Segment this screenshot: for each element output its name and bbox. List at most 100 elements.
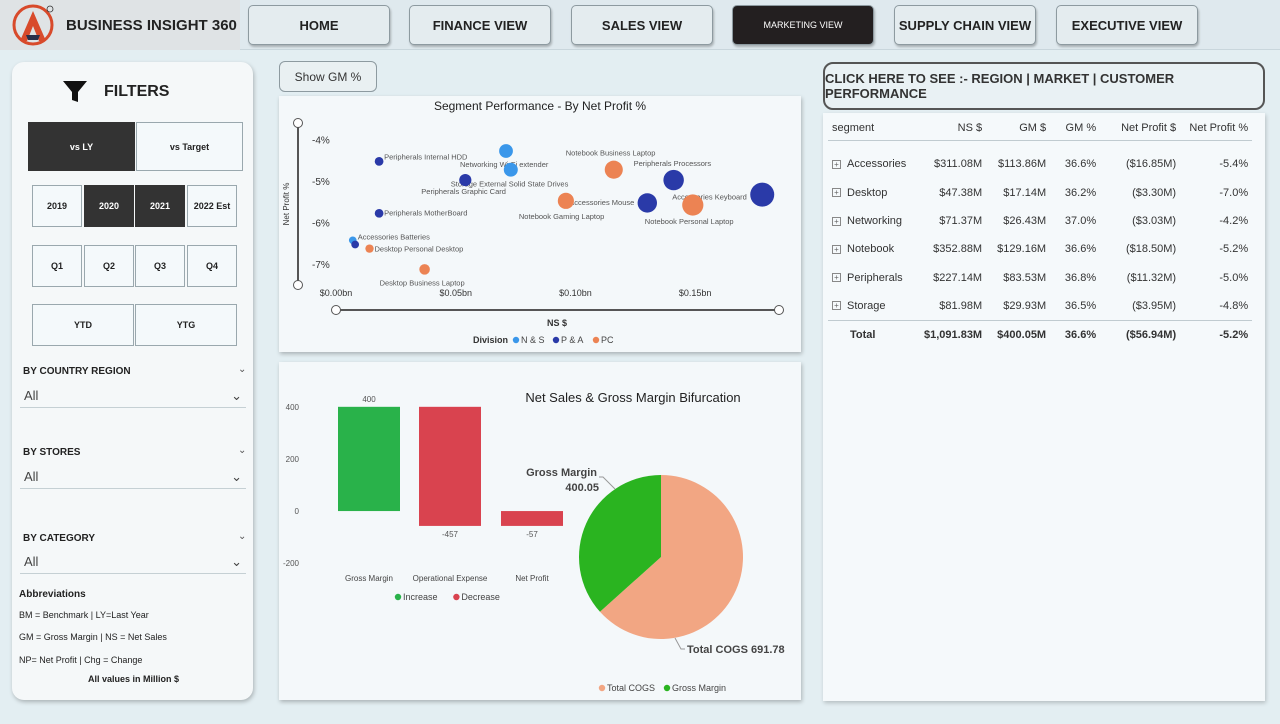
scatter-point[interactable] <box>637 193 658 213</box>
scatter-point[interactable] <box>663 169 684 191</box>
table-total-row: Total $1,091.83M $400.05M 36.6% ($56.94M) -5… <box>828 319 1253 349</box>
np-pct-cell: -4.8% <box>1219 299 1249 312</box>
scatter-point[interactable] <box>682 194 704 216</box>
scatter-y-label: Net Profit % <box>282 183 291 226</box>
country-region-dropdown[interactable]: All ⌄ <box>20 384 246 408</box>
table-row[interactable]: + Storage $81.98M $29.93M 36.5% ($3.95M) -4.8… <box>828 292 1252 320</box>
scatter-point-label: Peripherals Graphic Card <box>421 187 506 196</box>
pie-label-cogs: Total COGS 691.78 <box>687 644 785 656</box>
abbreviations-title: Abbreviations <box>19 589 86 600</box>
waterfall-bar[interactable] <box>501 511 563 526</box>
category-dropdown[interactable]: All ⌄ <box>20 550 246 574</box>
expand-icon[interactable]: + <box>832 301 841 311</box>
scatter-point-label: Desktop Personal Desktop <box>375 245 464 254</box>
year-2022-est-button[interactable]: 2022 Est <box>187 185 237 227</box>
total-label: Total <box>828 319 920 349</box>
scatter-point[interactable] <box>374 208 384 218</box>
scatter-point-label: Notebook Personal Laptop <box>645 217 734 226</box>
scatter-point-label: Accessories Keyboard <box>672 193 747 202</box>
compare-vs-target-button[interactable]: vs Target <box>136 122 243 171</box>
stores-label: BY STORES <box>23 447 81 458</box>
scatter-point[interactable] <box>374 157 384 166</box>
scatter-point[interactable] <box>459 173 472 187</box>
nav-marketing-view-button[interactable]: MARKETING VIEW <box>732 5 874 45</box>
x-tick-label: $0.15bn <box>679 288 712 298</box>
scatter-point-label: Peripherals Internal HDD <box>384 152 468 161</box>
pie-slice-gross-margin[interactable] <box>579 475 661 612</box>
np-pct-cell: -5.0% <box>1219 271 1249 284</box>
table-row[interactable]: + Notebook $352.88M $129.16M 36.6% ($18.50M)… <box>828 235 1252 263</box>
table-row[interactable]: + Networking $71.37M $26.43M 37.0% ($3.03M) -… <box>828 207 1252 235</box>
nav-finance-view-button[interactable]: FINANCE VIEW <box>409 5 551 45</box>
table-row[interactable]: + Desktop $47.38M $17.14M 36.2% ($3.30M) -7.0… <box>828 178 1252 206</box>
legend-item: P & A <box>561 335 583 345</box>
period-ytg-button[interactable]: YTG <box>135 304 237 346</box>
legend-item: Decrease <box>461 592 500 602</box>
show-gm-button[interactable]: Show GM % <box>279 61 377 92</box>
waterfall-y-tick: 400 <box>286 403 300 412</box>
chevron-down-icon[interactable]: ⌄ <box>238 364 247 375</box>
expand-icon[interactable]: + <box>832 188 841 198</box>
nav-sales-view-button[interactable]: SALES VIEW <box>571 5 713 45</box>
quarter-q2-button[interactable]: Q2 <box>84 245 134 287</box>
legend-marker <box>453 593 460 601</box>
filters-heading: FILTERS <box>62 80 169 104</box>
column-header[interactable]: GM % <box>1065 121 1097 134</box>
category-label: BY CATEGORY <box>23 533 96 544</box>
scatter-point[interactable] <box>557 192 574 209</box>
expand-icon[interactable]: + <box>832 159 841 169</box>
table-row[interactable]: + Peripherals $227.14M $83.53M 36.8% ($11.32… <box>828 264 1252 292</box>
np-pct-cell: -5.4% <box>1219 158 1249 171</box>
y-range-handle-bottom[interactable] <box>293 280 303 290</box>
compare-vs-ly-button[interactable]: vs LY <box>28 122 135 171</box>
year-2021-button[interactable]: 2021 <box>135 185 185 227</box>
column-header[interactable]: segment <box>832 121 875 134</box>
scatter-point[interactable] <box>351 240 360 249</box>
scatter-point[interactable] <box>419 264 430 275</box>
expand-icon[interactable]: + <box>832 273 841 283</box>
nav-home-button[interactable]: HOME <box>248 5 390 45</box>
period-ytd-button[interactable]: YTD <box>32 304 134 346</box>
x-range-handle-right[interactable] <box>774 305 784 315</box>
pie-slice-total-cogs[interactable] <box>599 475 743 639</box>
quarter-q1-button[interactable]: Q1 <box>32 245 82 287</box>
quarter-q3-button[interactable]: Q3 <box>135 245 185 287</box>
legend-item: Total COGS <box>607 683 655 693</box>
chevron-down-icon[interactable]: ⌄ <box>238 531 247 542</box>
segment-table: segment NS $ GM $ GM % Net Profit $ Net … <box>828 116 1253 349</box>
expand-icon[interactable]: + <box>832 244 841 254</box>
segment-name: Networking <box>847 214 903 227</box>
country-region-label: BY COUNTRY REGION <box>23 366 131 377</box>
scatter-point[interactable] <box>750 182 775 207</box>
scatter-point[interactable] <box>365 244 374 253</box>
np-pct-cell: -4.2% <box>1219 214 1249 227</box>
total-gm-pct: 36.6% <box>1050 319 1101 349</box>
x-range-handle-left[interactable] <box>331 305 341 315</box>
chevron-down-icon[interactable]: ⌄ <box>238 445 247 456</box>
table-row[interactable]: + Accessories $311.08M $113.86M 36.6% ($16.8… <box>828 150 1252 178</box>
expand-icon[interactable]: + <box>832 216 841 226</box>
nav-supply-chain-view-button[interactable]: SUPPLY CHAIN VIEW <box>894 5 1036 45</box>
quarter-q4-button[interactable]: Q4 <box>187 245 237 287</box>
abbreviation-line: NP= Net Profit | Chg = Change <box>19 655 143 665</box>
total-gm: $400.05M <box>986 319 1051 349</box>
nav-executive-view-button[interactable]: EXECUTIVE VIEW <box>1056 5 1198 45</box>
ns-cell: $71.37M <box>939 214 983 227</box>
scatter-point[interactable] <box>503 162 518 177</box>
category-value: All <box>24 554 39 569</box>
waterfall-bar[interactable] <box>338 406 400 512</box>
gm-cell: $129.16M <box>997 243 1047 256</box>
column-header[interactable]: GM $ <box>1019 121 1047 134</box>
year-2019-button[interactable]: 2019 <box>32 185 82 227</box>
scatter-point[interactable] <box>499 144 513 158</box>
y-range-handle-top[interactable] <box>293 118 303 128</box>
year-2020-button[interactable]: 2020 <box>84 185 134 227</box>
region-market-customer-button[interactable]: CLICK HERE TO SEE :- REGION | MARKET | C… <box>823 62 1265 110</box>
waterfall-bar[interactable] <box>419 406 481 526</box>
column-header[interactable]: Net Profit % <box>1189 121 1249 134</box>
stores-dropdown[interactable]: All ⌄ <box>20 465 246 489</box>
column-header[interactable]: Net Profit $ <box>1121 121 1177 134</box>
y-tick-label: -6% <box>312 219 330 230</box>
column-header[interactable]: NS $ <box>957 121 983 134</box>
scatter-point[interactable] <box>604 160 623 179</box>
